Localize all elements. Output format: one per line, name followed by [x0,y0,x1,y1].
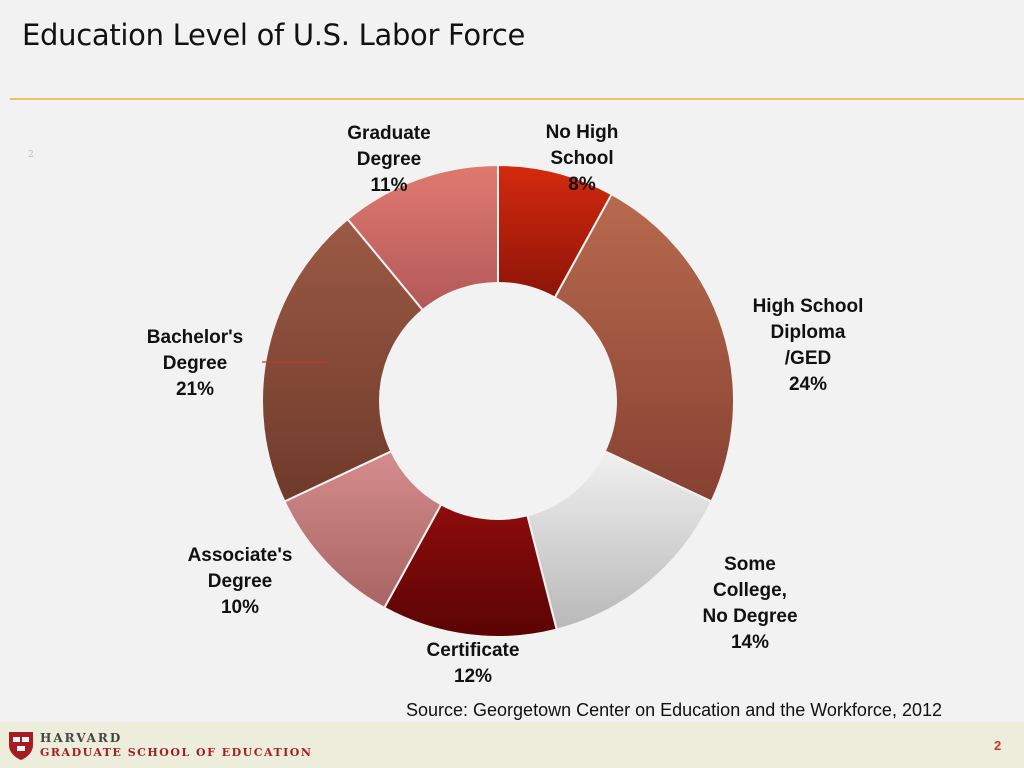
slice-label-2: Some College, No Degree 14% [702,554,797,653]
logo-harvard-text: HARVARD [40,731,123,745]
title-divider [10,98,1024,100]
page-number: 2 [994,738,1002,753]
logo-school-text: GRADUATE SCHOOL OF EDUCATION [40,746,313,759]
slice-label-1: High School Diploma/GED 24% [753,296,864,395]
donut-slice-6 [346,163,499,312]
harvard-shield-icon [9,732,33,760]
source-note: Source: Georgetown Center on Education a… [406,700,942,720]
donut-slice-5 [261,217,425,503]
slide-title: Education Level of U.S. Labor Force [22,18,526,52]
slide-number-mark: 2 [28,150,34,160]
slice-label-0: No High School 8% [546,122,619,195]
slice-label-6: Graduate Degree 11% [347,123,430,196]
slice-label-4: Associate's Degree 10% [188,545,293,618]
donut-chart: No High School 8% High School Diploma/GED 24%… [147,122,864,687]
footer-bar [0,722,1024,768]
donut-slice-2 [526,449,713,631]
donut-slice-1 [553,192,735,503]
slice-label-3: Certificate 12% [427,640,520,687]
slice-label-5: Bachelor's Degree 21% [147,327,243,400]
